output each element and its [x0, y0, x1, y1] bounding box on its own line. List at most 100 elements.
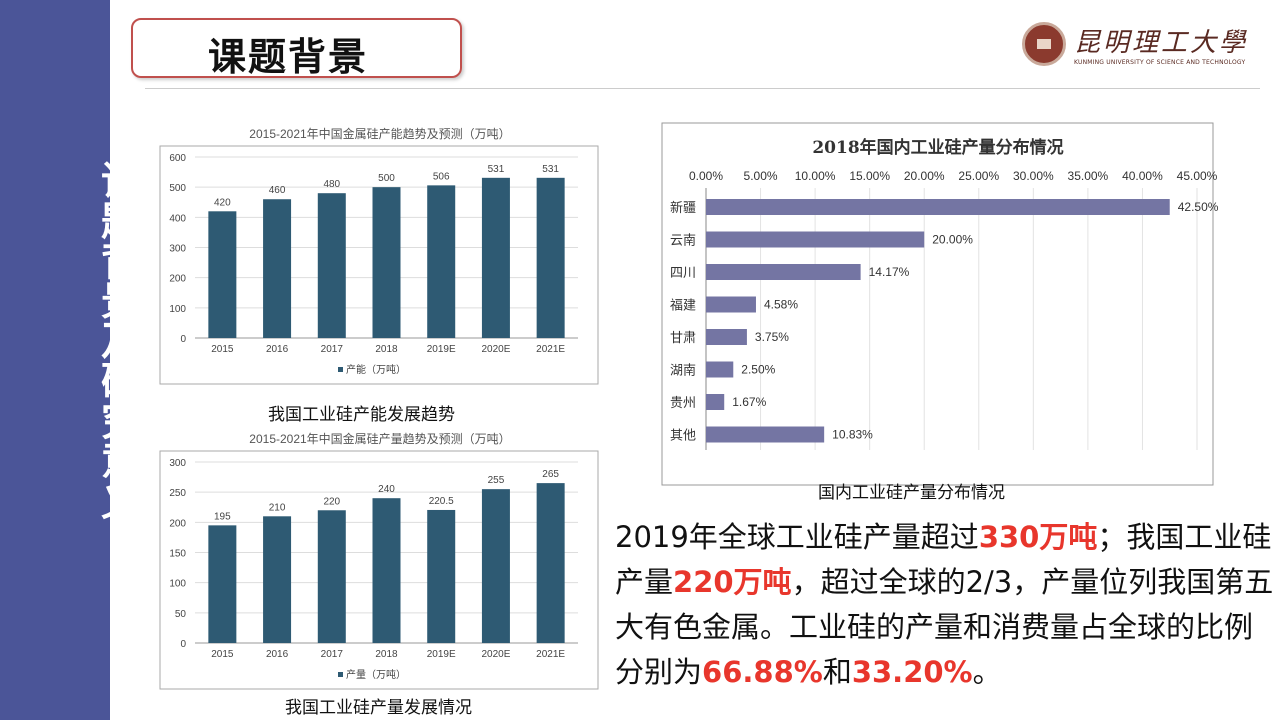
- bar: [706, 361, 734, 378]
- data-label: 2.50%: [741, 363, 775, 377]
- x-tick-label: 2021E: [536, 344, 565, 355]
- university-logo: 昆明理工大學 KUNMING UNIVERSITY OF SCIENCE AND…: [1022, 22, 1248, 66]
- y-tick-label: 500: [169, 183, 186, 194]
- data-label: 480: [323, 179, 340, 190]
- y-category-label: 湖南: [670, 363, 696, 378]
- bar: [481, 489, 510, 643]
- divider: [145, 88, 1260, 89]
- bar: [536, 177, 565, 338]
- data-label: 1.67%: [732, 395, 766, 409]
- x-tick-label: 5.00%: [744, 169, 778, 183]
- distribution-chart: 2018年国内工业硅产量分布情况 0.00% 5.00% 10.00% 15.00% 20…: [661, 122, 1219, 486]
- bar: [536, 483, 565, 643]
- chart-frame: [159, 145, 599, 385]
- y-tick-label: 250: [169, 488, 186, 499]
- y-tick-label: 100: [169, 579, 186, 590]
- data-label: 531: [488, 164, 505, 175]
- data-label: 265: [542, 469, 559, 480]
- data-label: 220.5: [429, 496, 454, 507]
- x-tick-label: 25.00%: [958, 169, 999, 183]
- chart-frame: [661, 122, 1214, 486]
- y-tick-label: 300: [169, 244, 186, 255]
- bar: [706, 296, 756, 313]
- caption-distribution: 国内工业硅产量分布情况: [818, 483, 1005, 503]
- x-tick-label: 2016: [266, 649, 289, 660]
- data-label: 255: [488, 475, 505, 486]
- highlight: 220万吨: [673, 565, 792, 599]
- bar: [427, 185, 456, 338]
- x-tick-label: 2021E: [536, 649, 565, 660]
- data-label: 240: [378, 484, 395, 495]
- chart-title: 2015-2021年中国金属硅产量趋势及预测（万吨）: [249, 431, 510, 446]
- y-tick-label: 300: [169, 458, 186, 469]
- highlight: 330万吨: [978, 520, 1098, 554]
- y-category-label: 其他: [670, 428, 696, 443]
- bar: [263, 516, 292, 643]
- x-tick-label: 45.00%: [1177, 169, 1218, 183]
- x-tick-label: 2018: [375, 649, 398, 660]
- bar: [427, 509, 456, 643]
- logo-subtitle: KUNMING UNIVERSITY OF SCIENCE AND TECHNO…: [1074, 59, 1246, 66]
- y-tick-label: 200: [169, 274, 186, 285]
- data-label: 460: [269, 185, 286, 196]
- caption-capacity: 我国工业硅产能发展趋势: [268, 405, 455, 425]
- bar: [706, 199, 1170, 215]
- data-label: 210: [269, 502, 286, 513]
- x-tick-label: 2015: [211, 344, 234, 355]
- highlight: 33.20%: [851, 655, 973, 689]
- x-tick-label: 30.00%: [1013, 169, 1054, 183]
- text: ，超过全球的2/3，产量位列我国第五大有色金属。工业硅的产量和消费量占全球的比例…: [615, 565, 1274, 689]
- bar: [317, 510, 346, 643]
- data-label: 500: [378, 173, 395, 184]
- bar: [208, 211, 237, 338]
- x-tick-label: 2020E: [481, 344, 510, 355]
- data-label: 14.17%: [869, 265, 910, 279]
- y-tick-label: 200: [169, 518, 186, 529]
- x-tick-label: 2015: [211, 649, 234, 660]
- y-tick-label: 0: [180, 334, 186, 345]
- y-category-label: 福建: [670, 298, 696, 313]
- x-tick-label: 20.00%: [904, 169, 945, 183]
- sidebar: 课题背景及研究意义: [0, 0, 140, 720]
- text: 。: [972, 655, 1002, 689]
- x-tick-label: 15.00%: [849, 169, 890, 183]
- y-category-label: 新疆: [670, 200, 696, 215]
- y-tick-label: 50: [175, 609, 187, 620]
- bar: [208, 525, 237, 643]
- bar: [263, 199, 292, 338]
- university-seal-icon: [1022, 22, 1066, 66]
- legend-label: 产能（万吨）: [346, 363, 406, 376]
- bar: [706, 394, 725, 410]
- data-label: 220: [323, 496, 340, 507]
- text: ；我国工业硅产量: [615, 520, 1272, 599]
- bar: [706, 231, 925, 248]
- text: 2019年全球工业硅产量超过: [615, 520, 979, 554]
- summary-paragraph: 2019年全球工业硅产量超过330万吨；我国工业硅产量220万吨，超过全球的2/…: [615, 515, 1275, 695]
- chart-frame: [159, 450, 599, 690]
- y-tick-label: 0: [180, 639, 186, 650]
- caption-production: 我国工业硅产量发展情况: [285, 698, 472, 718]
- x-tick-label: 35.00%: [1068, 169, 1109, 183]
- sidebar-title: 课题背景及研究意义: [94, 160, 140, 520]
- y-category-label: 贵州: [670, 395, 696, 410]
- data-label: 3.75%: [755, 330, 789, 344]
- x-tick-label: 2020E: [481, 649, 510, 660]
- data-label: 531: [542, 164, 559, 175]
- y-tick-label: 150: [169, 549, 186, 560]
- x-tick-label: 2019E: [427, 344, 456, 355]
- bar: [706, 264, 861, 280]
- bar: [706, 426, 825, 443]
- legend-swatch: [338, 367, 343, 372]
- logo-name: 昆明理工大學: [1074, 28, 1249, 58]
- y-tick-label: 400: [169, 213, 186, 224]
- highlight: 66.88%: [702, 655, 823, 689]
- x-tick-label: 10.00%: [795, 169, 836, 183]
- y-category-label: 甘肃: [670, 330, 696, 345]
- capacity-chart: 2015-2021年中国金属硅产能趋势及预测（万吨） 0 100 200 300 400 5…: [159, 126, 599, 385]
- legend-swatch: [338, 672, 343, 677]
- x-tick-label: 2017: [321, 344, 344, 355]
- data-label: 506: [433, 171, 450, 182]
- bar: [706, 329, 747, 345]
- data-label: 42.50%: [1178, 200, 1219, 214]
- bar: [317, 193, 346, 338]
